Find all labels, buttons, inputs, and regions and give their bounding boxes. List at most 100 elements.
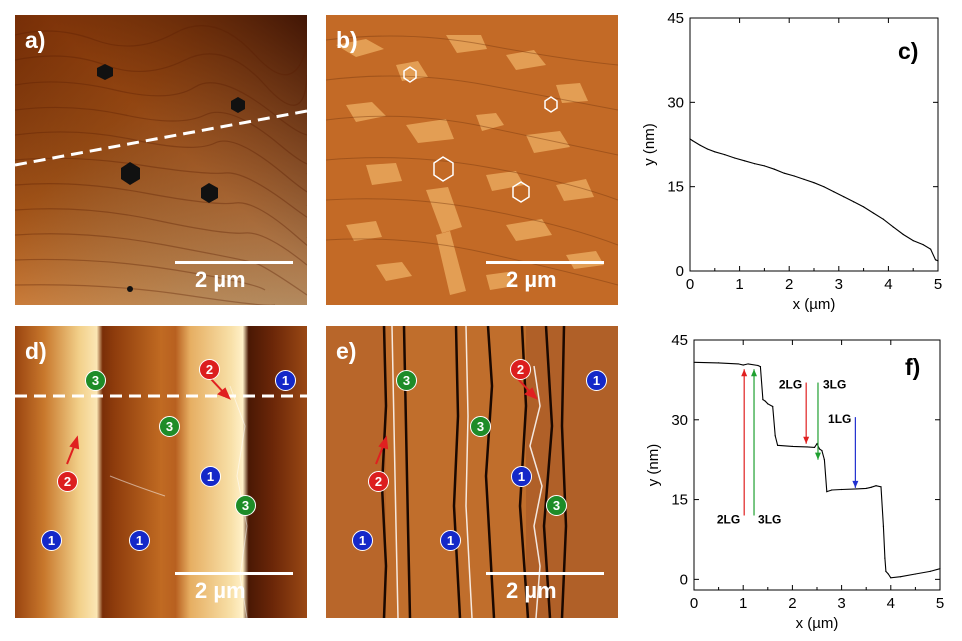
data-point [753, 163, 756, 165]
scale-bar-label-d: 2 µm [195, 578, 246, 603]
annotation-arrowhead [803, 436, 810, 444]
y-tick-label: 45 [671, 332, 688, 349]
data-point [777, 444, 779, 446]
panel-label-f: f) [905, 354, 921, 380]
data-point [929, 570, 931, 572]
y-axis-label: y (nm) [645, 444, 662, 487]
x-tick-label: 1 [739, 595, 747, 612]
x-tick-label: 4 [884, 276, 892, 293]
y-axis-label: y (nm) [641, 123, 658, 166]
x-tick-label: 2 [785, 276, 793, 293]
data-point [759, 365, 762, 368]
panel-label-e: e) [336, 338, 357, 364]
layer-marker-3-e: 3 [470, 416, 491, 437]
hexagonal-pits-outline [403, 66, 558, 203]
data-point [884, 557, 886, 559]
layer-marker-3-d: 3 [85, 370, 106, 391]
data-point [783, 172, 785, 174]
scale-bar-label-a: 2 µm [195, 267, 246, 292]
data-point [742, 364, 744, 366]
height-profile-chart-c: 0 1 2 3 4 5 0 15 30 45 x (µm) y (nm) c) [632, 8, 952, 313]
x-tick-label: 1 [735, 276, 743, 293]
data-point [791, 445, 793, 447]
annotation-label: 1LG [828, 412, 851, 426]
data-point [743, 160, 746, 162]
data-point [813, 182, 815, 184]
plot-frame [693, 339, 941, 591]
annotation-arrowhead [741, 369, 748, 377]
data-point [806, 446, 808, 448]
profile-series-line [693, 361, 941, 579]
data-point [718, 362, 720, 364]
data-point [853, 201, 855, 203]
panel-label-d: d) [25, 338, 47, 364]
panel-label-c: c) [898, 38, 919, 64]
domain-patches [336, 35, 604, 295]
annotation-label: 3LG [758, 513, 781, 527]
data-point [823, 186, 825, 188]
layer-marker-1-d: 1 [129, 530, 150, 551]
data-point [937, 260, 939, 262]
arrows-d [66, 378, 231, 465]
layer-marker-3-e: 3 [546, 495, 567, 516]
layer-marker-1-e: 1 [511, 466, 532, 487]
data-point [922, 243, 924, 246]
data-point [826, 490, 828, 493]
data-point [929, 248, 932, 250]
layer-marker-1-d: 1 [41, 530, 62, 551]
layer-marker-2-d: 2 [199, 359, 220, 380]
scale-bar-label-b: 2 µm [506, 267, 557, 292]
data-point [870, 486, 872, 488]
data-point [767, 403, 769, 405]
data-point [892, 226, 894, 228]
y-tick-label: 15 [671, 492, 688, 509]
afm-panel-b: b) 2 µm [326, 15, 618, 305]
data-point [734, 157, 736, 159]
data-point [773, 168, 775, 170]
data-point [882, 525, 885, 527]
data-point [813, 446, 816, 449]
height-profile-chart-f: 0 1 2 3 4 5 0 15 30 45 x (µm) y (nm) 2LG 3LG 2LG 3LG 1LG… [632, 326, 952, 636]
y-tick-label: 0 [680, 571, 688, 588]
data-point [843, 196, 845, 198]
data-point [689, 138, 691, 140]
data-point [706, 148, 708, 150]
data-point [757, 364, 759, 367]
scale-bar-label-e: 2 µm [506, 578, 557, 603]
x-tick-label: 0 [690, 595, 698, 612]
data-point [699, 144, 701, 146]
y-tick-label: 0 [676, 263, 684, 280]
data-point [737, 363, 739, 365]
annotation-arrowhead [751, 369, 758, 377]
layer-marker-1-e: 1 [586, 370, 607, 391]
data-point [774, 435, 776, 437]
data-point [816, 443, 818, 445]
layer-marker-2-e: 2 [368, 471, 389, 492]
scale-bar-d [175, 572, 293, 575]
data-point [875, 485, 877, 487]
scale-bar-e [486, 572, 604, 575]
data-point [772, 405, 774, 408]
layer-marker-1-e: 1 [352, 530, 373, 551]
data-point [880, 486, 882, 488]
annotation-label: 3LG [823, 378, 846, 392]
data-point [747, 363, 749, 365]
annotation-label: 2LG [717, 513, 740, 527]
x-tick-label: 3 [835, 276, 843, 293]
afm-panel-a: a) 2 µm [15, 15, 307, 305]
x-tick-label: 4 [887, 595, 895, 612]
y-tick-label: 30 [667, 94, 684, 111]
scale-bar-a [175, 261, 293, 264]
data-point [821, 450, 823, 452]
data-point [865, 487, 867, 490]
x-axis-label: x (µm) [796, 615, 839, 632]
data-point [831, 489, 833, 491]
data-point [939, 568, 941, 570]
data-point [855, 488, 857, 490]
data-point [900, 576, 902, 578]
data-point [885, 570, 887, 572]
layer-marker-1-e: 1 [440, 530, 461, 551]
